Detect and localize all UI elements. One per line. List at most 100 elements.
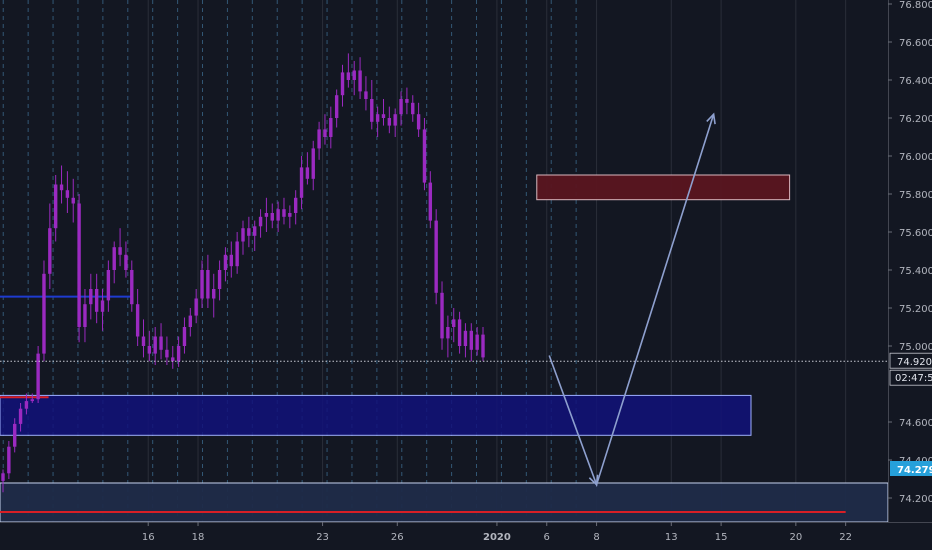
candle-body (393, 114, 397, 126)
candle-body (375, 114, 380, 122)
candle (311, 140, 315, 191)
candle (171, 346, 175, 369)
candle (130, 260, 134, 312)
candle (422, 118, 427, 191)
candle-body (77, 203, 81, 327)
current-price-box (889, 352, 932, 369)
candle-body (346, 72, 351, 80)
candle (13, 418, 17, 453)
candle-body (258, 216, 263, 227)
time-tick-label: 2020 (483, 532, 511, 543)
candle-body (30, 399, 34, 402)
projection-arrowhead-down (588, 474, 599, 487)
candle (159, 323, 163, 360)
candle (53, 175, 58, 242)
time-axis[interactable]: 16 18 23 26 2020 6 8 13 15 20 22 (0, 522, 932, 550)
candle-body (65, 190, 70, 198)
candle-body (411, 102, 415, 115)
candle-body (71, 197, 75, 204)
candle (94, 273, 99, 324)
candle (364, 76, 368, 111)
candle-body (36, 353, 40, 400)
candle-body (235, 241, 239, 267)
candle (212, 273, 216, 318)
candle-body (194, 298, 198, 316)
time-axis-panel (0, 522, 932, 550)
candle (469, 323, 473, 362)
candle-body (358, 70, 362, 92)
candle (147, 330, 152, 362)
candle (112, 241, 116, 284)
candle-body (7, 446, 11, 474)
candle (416, 102, 421, 137)
candle (323, 114, 327, 145)
candle-body (118, 247, 122, 255)
candle (346, 53, 351, 88)
candle-body (223, 254, 228, 270)
candle-body (1, 473, 5, 481)
candle (276, 201, 280, 232)
candle (463, 323, 468, 358)
candle (440, 281, 444, 350)
candle-body (112, 247, 116, 270)
candle-body (147, 346, 152, 354)
candle-body (329, 118, 333, 137)
candle-body (188, 315, 193, 327)
candle (65, 171, 70, 213)
candle (381, 99, 386, 126)
candle (293, 190, 298, 225)
candle (165, 336, 169, 365)
candle (329, 106, 333, 149)
candle-body (124, 254, 128, 270)
last-price-label[interactable]: 74.279 (890, 461, 932, 476)
candle-body (334, 95, 339, 118)
candle (475, 327, 479, 356)
projection-arrow[interactable] (548, 112, 716, 488)
candle (405, 87, 409, 115)
candle (428, 171, 433, 229)
zones[interactable] (0, 174, 889, 523)
candle-body (370, 99, 374, 122)
red-resistance-zone[interactable] (536, 174, 791, 201)
candle-body (323, 129, 327, 137)
candle (135, 289, 140, 346)
candle-body (176, 346, 181, 362)
candle-body (212, 289, 216, 299)
candle (141, 319, 146, 358)
candle-body (475, 334, 479, 350)
candle (288, 205, 292, 229)
price-axis[interactable]: 76.800 76.600 76.400 76.200 76.000 75.800 75.6… (888, 0, 932, 550)
price-tick-label: 74.600 (899, 418, 932, 429)
candle (18, 403, 23, 432)
time-tick-label: 13 (665, 532, 678, 543)
candle-body (463, 330, 468, 346)
candle (282, 197, 286, 225)
candle (7, 441, 11, 479)
candle (1, 469, 5, 493)
price-axis-panel (888, 0, 932, 550)
lower-demand-zone[interactable] (0, 482, 889, 523)
current-price-label[interactable]: 74.920 02:47:50 (889, 352, 932, 386)
candle (241, 220, 245, 255)
price-tick-label: 76.400 (899, 76, 932, 87)
candle-body (434, 220, 438, 293)
candle-body (399, 99, 403, 115)
price-tick-label: 75.600 (899, 228, 932, 239)
candle (299, 156, 304, 210)
candle-body (469, 330, 473, 350)
candle (118, 228, 122, 267)
time-tick-label: 23 (316, 532, 329, 543)
candle (375, 106, 380, 137)
candle (387, 106, 392, 134)
candle (100, 289, 105, 331)
candle-body (141, 336, 146, 346)
candle-body (452, 319, 456, 327)
candle-body (416, 114, 421, 130)
candle (89, 273, 93, 320)
time-tick-label: 20 (789, 532, 802, 543)
candle-body (405, 99, 409, 103)
blue-support-zone[interactable] (0, 394, 752, 436)
candle (334, 89, 339, 128)
candle (106, 260, 111, 312)
